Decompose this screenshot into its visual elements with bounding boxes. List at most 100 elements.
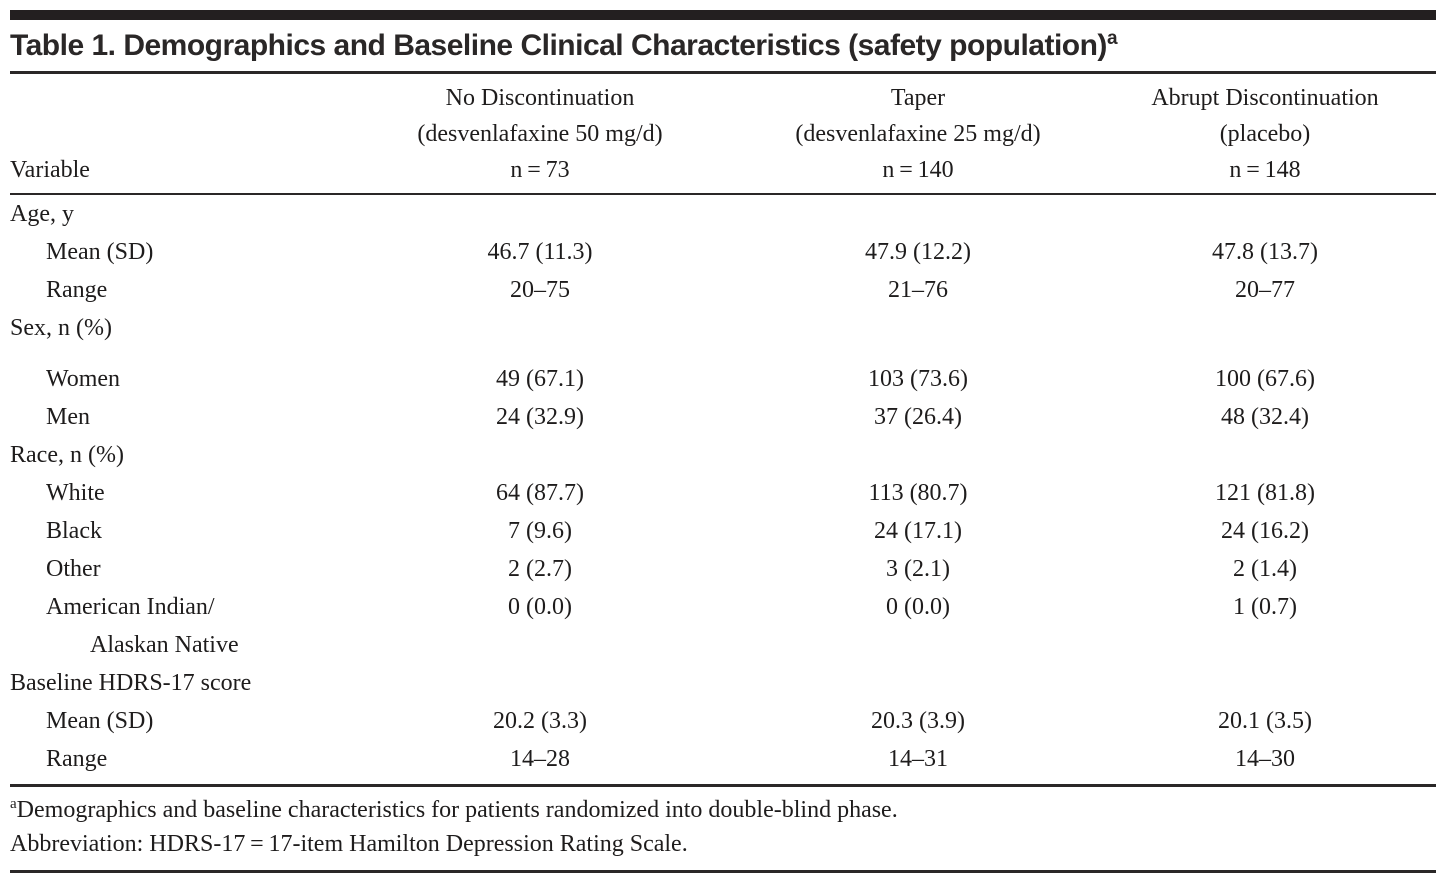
row-value: 21–76 bbox=[888, 277, 948, 303]
row-value: 14–28 bbox=[510, 746, 570, 772]
table-row-american-indian: American Indian/ 0 (0.0) 0 (0.0) 1 (0.7) bbox=[10, 588, 1436, 626]
row-value: 7 (9.6) bbox=[508, 518, 572, 544]
footnote-abbreviation: Abbreviation: HDRS-17 = 17-item Hamilton… bbox=[10, 827, 1436, 861]
row-label: Mean (SD) bbox=[46, 239, 154, 265]
column-header-abrupt-discontinuation: Abrupt Discontinuation (placebo) n = 148 bbox=[1094, 74, 1436, 195]
header-line: No Discontinuation bbox=[445, 85, 635, 111]
table-row-men: Men 24 (32.9) 37 (26.4) 48 (32.4) bbox=[10, 398, 1436, 436]
row-label: Race, n (%) bbox=[10, 442, 124, 468]
table-row-age-range: Range 20–75 21–76 20–77 bbox=[10, 271, 1436, 309]
table-row-sex-section: Sex, n (%) bbox=[10, 309, 1436, 347]
row-value: 0 (0.0) bbox=[508, 594, 572, 620]
row-value bbox=[1094, 664, 1436, 702]
row-value bbox=[338, 664, 742, 702]
row-value bbox=[1094, 309, 1436, 347]
footnote-marker: a bbox=[10, 796, 17, 812]
row-value: 47.9 (12.2) bbox=[865, 239, 971, 265]
table-row-race-section: Race, n (%) bbox=[10, 436, 1436, 474]
row-value: 2 (1.4) bbox=[1233, 556, 1297, 582]
table-row-hdrs-section: Baseline HDRS-17 score bbox=[10, 664, 1436, 702]
row-value: 20.1 (3.5) bbox=[1218, 708, 1312, 734]
row-value bbox=[1094, 194, 1436, 233]
row-label: Black bbox=[46, 518, 102, 544]
row-label: Alaskan Native bbox=[90, 632, 239, 658]
table-row-black: Black 7 (9.6) 24 (17.1) 24 (16.2) bbox=[10, 512, 1436, 550]
table-row-hdrs-mean: Mean (SD) 20.2 (3.3) 20.3 (3.9) 20.1 (3.… bbox=[10, 702, 1436, 740]
row-value: 20–77 bbox=[1235, 277, 1295, 303]
table-row-alaskan-native: Alaskan Native bbox=[10, 626, 1436, 664]
row-value: 37 (26.4) bbox=[874, 404, 962, 430]
row-value bbox=[742, 194, 1094, 233]
row-value: 100 (67.6) bbox=[1215, 366, 1315, 392]
table-row-age-mean: Mean (SD) 46.7 (11.3) 47.9 (12.2) 47.8 (… bbox=[10, 233, 1436, 271]
row-value: 2 (2.7) bbox=[508, 556, 572, 582]
row-value bbox=[338, 626, 742, 664]
row-label: White bbox=[46, 480, 105, 506]
row-label: Sex, n (%) bbox=[10, 315, 112, 341]
table-row-other: Other 2 (2.7) 3 (2.1) 2 (1.4) bbox=[10, 550, 1436, 588]
row-value: 64 (87.7) bbox=[496, 480, 584, 506]
top-rule-bar bbox=[10, 10, 1436, 20]
header-row: Variable No Discontinuation (desvenlafax… bbox=[10, 74, 1436, 195]
row-value: 46.7 (11.3) bbox=[487, 239, 593, 265]
table-title: Table 1. Demographics and Baseline Clini… bbox=[10, 20, 1436, 74]
row-label: Mean (SD) bbox=[46, 708, 154, 734]
table-row-hdrs-range: Range 14–28 14–31 14–30 bbox=[10, 740, 1436, 786]
table-row-age-section: Age, y bbox=[10, 194, 1436, 233]
row-value bbox=[1094, 626, 1436, 664]
row-value: 24 (32.9) bbox=[496, 404, 584, 430]
table-title-text: Table 1. Demographics and Baseline Clini… bbox=[10, 29, 1107, 62]
table-footnotes: aDemographics and baseline characteristi… bbox=[10, 787, 1436, 873]
header-line: Abrupt Discontinuation bbox=[1151, 85, 1379, 111]
row-value: 49 (67.1) bbox=[496, 366, 584, 392]
header-line: (desvenlafaxine 25 mg/d) bbox=[795, 121, 1041, 147]
footnote-a: aDemographics and baseline characteristi… bbox=[10, 793, 1436, 827]
table-row-white: White 64 (87.7) 113 (80.7) 121 (81.8) bbox=[10, 474, 1436, 512]
header-line: (placebo) bbox=[1219, 121, 1311, 147]
table-body: Age, y Mean (SD) 46.7 (11.3) 47.9 (12.2)… bbox=[10, 194, 1436, 786]
row-label: Women bbox=[46, 366, 121, 392]
row-value bbox=[742, 436, 1094, 474]
row-value: 14–30 bbox=[1235, 746, 1295, 772]
row-label: Men bbox=[46, 404, 90, 430]
row-value bbox=[742, 626, 1094, 664]
column-header-taper: Taper (desvenlafaxine 25 mg/d) n = 140 bbox=[742, 74, 1094, 195]
header-line: n = 73 bbox=[510, 157, 570, 183]
table-header: Variable No Discontinuation (desvenlafax… bbox=[10, 74, 1436, 195]
row-value bbox=[1094, 436, 1436, 474]
column-header-variable: Variable bbox=[10, 74, 338, 195]
row-value: 48 (32.4) bbox=[1221, 404, 1309, 430]
row-value: 103 (73.6) bbox=[868, 366, 968, 392]
row-value bbox=[338, 309, 742, 347]
row-value bbox=[338, 436, 742, 474]
row-value bbox=[742, 664, 1094, 702]
row-value: 113 (80.7) bbox=[868, 480, 968, 506]
row-value: 20.3 (3.9) bbox=[871, 708, 965, 734]
row-value bbox=[742, 309, 1094, 347]
header-line: n = 140 bbox=[882, 157, 954, 183]
row-value: 20.2 (3.3) bbox=[493, 708, 587, 734]
row-label: Other bbox=[46, 556, 101, 582]
row-label: Range bbox=[46, 746, 108, 772]
row-value: 14–31 bbox=[888, 746, 948, 772]
column-header-no-discontinuation: No Discontinuation (desvenlafaxine 50 mg… bbox=[338, 74, 742, 195]
header-line: (desvenlafaxine 50 mg/d) bbox=[417, 121, 663, 147]
table-title-footnote-marker: a bbox=[1106, 28, 1118, 49]
row-value: 121 (81.8) bbox=[1215, 480, 1315, 506]
row-label: Age, y bbox=[10, 201, 74, 227]
row-label: Baseline HDRS-17 score bbox=[10, 670, 252, 696]
row-label: American Indian/ bbox=[46, 594, 215, 620]
row-value bbox=[338, 194, 742, 233]
row-value: 24 (17.1) bbox=[874, 518, 962, 544]
row-value: 0 (0.0) bbox=[886, 594, 950, 620]
footnote-text: Abbreviation: HDRS-17 = 17-item Hamilton… bbox=[10, 831, 688, 857]
row-value: 24 (16.2) bbox=[1221, 518, 1309, 544]
header-line: Taper bbox=[890, 85, 946, 111]
table-row-women: Women 49 (67.1) 103 (73.6) 100 (67.6) bbox=[10, 347, 1436, 398]
row-label: Range bbox=[46, 277, 108, 303]
demographics-table: Variable No Discontinuation (desvenlafax… bbox=[10, 74, 1436, 787]
footnote-text: Demographics and baseline characteristic… bbox=[16, 797, 898, 823]
row-value: 3 (2.1) bbox=[886, 556, 950, 582]
header-line: n = 148 bbox=[1229, 157, 1301, 183]
